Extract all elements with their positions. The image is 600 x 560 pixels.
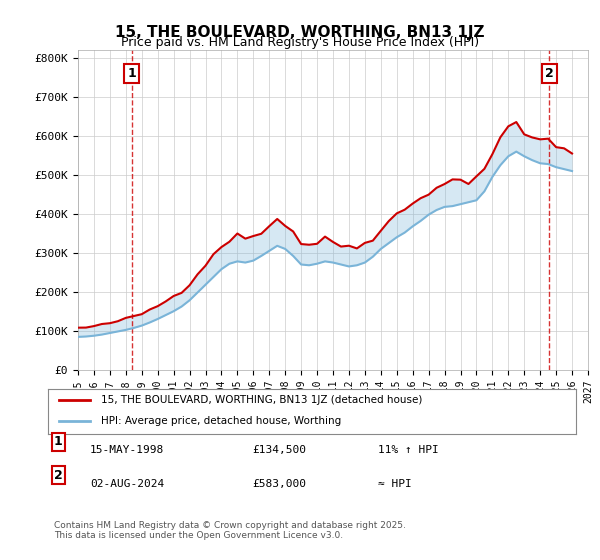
Text: HPI: Average price, detached house, Worthing: HPI: Average price, detached house, Wort… [101, 417, 341, 427]
Text: 1: 1 [127, 67, 136, 80]
Text: 2: 2 [545, 67, 554, 80]
Text: Price paid vs. HM Land Registry's House Price Index (HPI): Price paid vs. HM Land Registry's House … [121, 36, 479, 49]
Text: 2: 2 [54, 469, 63, 482]
Text: 1: 1 [54, 435, 63, 448]
Text: 15, THE BOULEVARD, WORTHING, BN13 1JZ (detached house): 15, THE BOULEVARD, WORTHING, BN13 1JZ (d… [101, 395, 422, 405]
Text: 15-MAY-1998: 15-MAY-1998 [90, 445, 164, 455]
Text: £583,000: £583,000 [252, 479, 306, 489]
Text: Contains HM Land Registry data © Crown copyright and database right 2025.
This d: Contains HM Land Registry data © Crown c… [54, 521, 406, 540]
Text: £134,500: £134,500 [252, 445, 306, 455]
Text: 02-AUG-2024: 02-AUG-2024 [90, 479, 164, 489]
Text: 11% ↑ HPI: 11% ↑ HPI [378, 445, 439, 455]
Text: 15, THE BOULEVARD, WORTHING, BN13 1JZ: 15, THE BOULEVARD, WORTHING, BN13 1JZ [115, 25, 485, 40]
Text: ≈ HPI: ≈ HPI [378, 479, 412, 489]
